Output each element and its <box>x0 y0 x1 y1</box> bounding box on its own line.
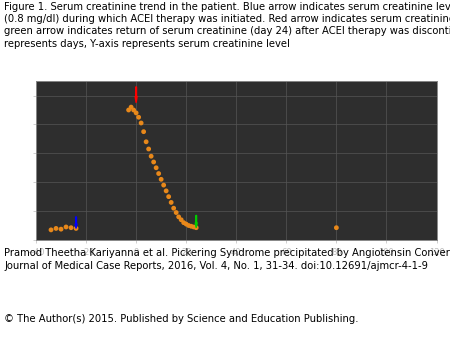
Point <box>155 171 162 176</box>
Point <box>127 104 135 110</box>
Point <box>183 221 190 227</box>
Text: © The Author(s) 2015. Published by Science and Education Publishing.: © The Author(s) 2015. Published by Scien… <box>4 314 359 324</box>
Point <box>162 188 170 194</box>
Point <box>185 223 192 228</box>
Point <box>150 159 157 165</box>
Point <box>158 177 165 182</box>
Text: Pramod Theetha Kariyanna et al. Pickering Syndrome precipitated by Angiotensin C: Pramod Theetha Kariyanna et al. Pickerin… <box>4 248 450 271</box>
Point <box>135 115 142 120</box>
Point <box>165 194 172 199</box>
Point <box>130 107 137 113</box>
Point <box>190 224 197 230</box>
Point <box>143 139 150 144</box>
FancyArrow shape <box>75 217 77 228</box>
Point <box>125 107 132 113</box>
Point <box>63 224 70 230</box>
Point <box>47 227 54 233</box>
Point <box>140 129 147 135</box>
Point <box>193 225 200 231</box>
Point <box>145 146 152 152</box>
Point <box>173 210 180 215</box>
Text: Figure 1. Serum creatinine trend in the patient. Blue arrow indicates serum crea: Figure 1. Serum creatinine trend in the … <box>4 2 450 49</box>
Point <box>170 206 177 211</box>
Point <box>72 226 80 231</box>
Point <box>132 110 140 116</box>
Point <box>68 225 75 231</box>
Point <box>138 120 145 126</box>
Point <box>52 226 59 231</box>
Point <box>148 153 155 159</box>
Point <box>160 183 167 188</box>
Point <box>333 225 340 231</box>
Point <box>58 226 65 232</box>
Point <box>180 220 187 225</box>
Point <box>167 200 175 205</box>
Point <box>188 223 195 229</box>
FancyArrow shape <box>135 87 137 103</box>
Point <box>178 217 185 222</box>
Point <box>175 214 182 220</box>
Point <box>153 165 160 170</box>
FancyArrow shape <box>195 215 197 228</box>
